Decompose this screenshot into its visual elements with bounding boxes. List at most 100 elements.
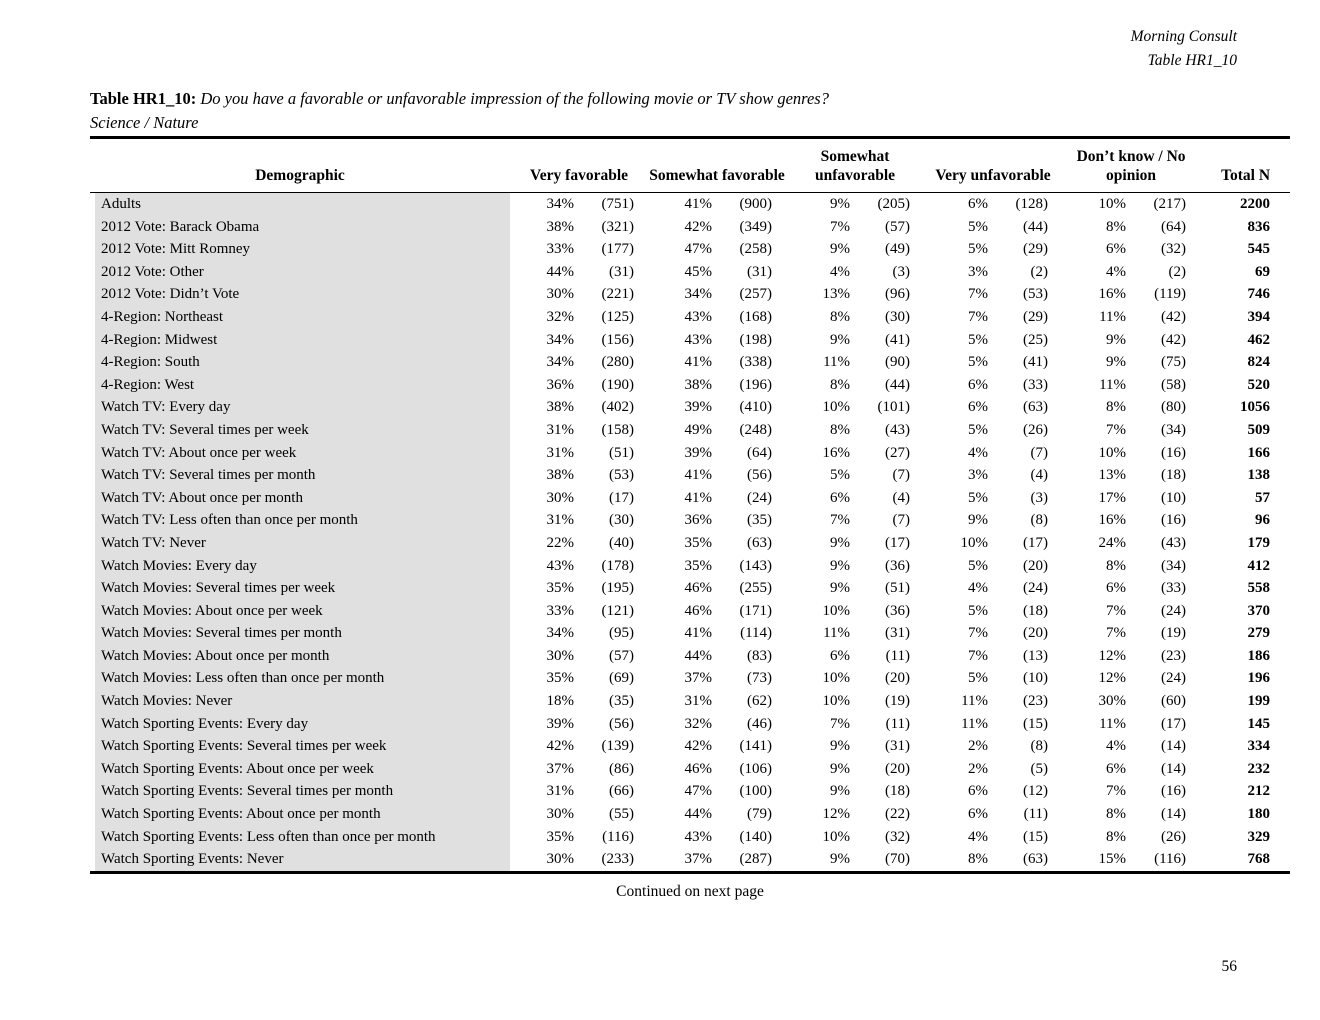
value-cell: 9% — [830, 580, 851, 597]
value-cell: (20) — [885, 670, 911, 687]
table-row: Watch Sporting Events: Every day 39% (56) 3… — [90, 712, 1290, 736]
value-cell: (24) — [747, 489, 773, 506]
table-row: Watch Sporting Events: Several times per… — [90, 735, 1290, 758]
value-cell: 8% — [1106, 557, 1127, 574]
column-header-dont-know: Don’t know / No opinion — [1076, 148, 1186, 184]
total-n-cell: 394 — [1247, 308, 1271, 325]
value-cell: (101) — [877, 399, 911, 416]
value-cell: 9% — [830, 534, 851, 551]
value-cell: (14) — [1161, 806, 1187, 823]
value-cell: 10% — [960, 534, 989, 551]
value-cell: (64) — [1161, 218, 1187, 235]
value-cell: 5% — [968, 241, 989, 258]
value-cell: (34) — [1161, 557, 1187, 574]
value-cell: (23) — [1161, 647, 1187, 664]
value-cell: 5% — [968, 670, 989, 687]
value-cell: 2% — [968, 760, 989, 777]
value-cell: 39% — [684, 399, 713, 416]
value-cell: 46% — [684, 580, 713, 597]
value-cell: 35% — [546, 828, 575, 845]
total-n-cell: 2200 — [1240, 196, 1271, 212]
table-row: Watch TV: Several times per month 38% (53)… — [90, 464, 1290, 487]
value-cell: 9% — [830, 241, 851, 258]
value-cell: (7) — [1030, 444, 1049, 461]
value-cell: 30% — [1098, 693, 1127, 710]
table-row: Watch Movies: Less often than once per m… — [90, 667, 1290, 691]
value-cell: (63) — [747, 534, 773, 551]
value-cell: 4% — [968, 580, 989, 597]
value-cell: 10% — [822, 670, 851, 687]
value-cell: 13% — [822, 286, 851, 303]
value-cell: 15% — [1098, 851, 1127, 868]
letterhead-table-id: Table HR1_10 — [1147, 52, 1237, 69]
value-cell: 47% — [684, 783, 713, 800]
value-cell: 8% — [1106, 806, 1127, 823]
crosstab-table: Demographic Very favorable Somewhat favo… — [90, 136, 1291, 874]
value-cell: (116) — [602, 828, 635, 845]
table-row: Watch Sporting Events: About once per mo… — [90, 803, 1290, 826]
value-cell: 5% — [968, 354, 989, 371]
value-cell: (24) — [1023, 580, 1049, 597]
column-header-demographic: Demographic — [255, 167, 345, 184]
demographic-cell: Watch Sporting Events: Several times per… — [90, 780, 510, 804]
value-cell: (195) — [601, 580, 635, 597]
value-cell: (56) — [747, 467, 773, 484]
value-cell: (24) — [1161, 670, 1187, 687]
value-cell: (19) — [885, 693, 911, 710]
value-cell: 9% — [830, 196, 851, 212]
value-cell: 8% — [830, 308, 851, 325]
value-cell: (8) — [1030, 512, 1049, 529]
value-cell: (280) — [601, 354, 635, 371]
total-n-cell: 57 — [1255, 489, 1271, 506]
value-cell: (62) — [747, 693, 773, 710]
value-cell: (43) — [1161, 534, 1187, 551]
total-n-cell: 179 — [1247, 534, 1271, 551]
value-cell: (116) — [1154, 851, 1187, 868]
value-cell: (119) — [1154, 286, 1187, 303]
value-cell: (338) — [739, 354, 773, 371]
letterhead: Morning Consult Table HR1_10 — [1131, 25, 1237, 73]
value-cell: 32% — [684, 715, 713, 732]
value-cell: 42% — [684, 218, 713, 235]
total-n-cell: 279 — [1247, 625, 1271, 642]
value-cell: 8% — [1106, 828, 1127, 845]
total-n-cell: 329 — [1247, 828, 1271, 845]
value-cell: 11% — [823, 625, 851, 642]
value-cell: (221) — [601, 286, 635, 303]
value-cell: (900) — [739, 196, 773, 212]
value-cell: 7% — [1106, 421, 1127, 438]
value-cell: 7% — [830, 218, 851, 235]
value-cell: 38% — [684, 376, 713, 393]
total-n-cell: 69 — [1255, 263, 1271, 280]
demographic-cell: Watch Movies: Less often than once per m… — [90, 667, 510, 691]
value-cell: 7% — [1106, 602, 1127, 619]
demographic-cell: Watch Sporting Events: Every day — [90, 712, 510, 736]
value-cell: 12% — [822, 806, 851, 823]
value-cell: 37% — [684, 670, 713, 687]
value-cell: (233) — [601, 851, 635, 868]
value-cell: (42) — [1161, 331, 1187, 348]
table-row: Watch Movies: Several times per week 35% (… — [90, 577, 1290, 600]
table-row: Watch TV: Several times per week 31% (158)… — [90, 418, 1290, 442]
value-cell: (26) — [1161, 828, 1187, 845]
total-n-cell: 836 — [1247, 218, 1271, 235]
value-cell: 30% — [546, 286, 575, 303]
value-cell: (42) — [1161, 308, 1187, 325]
value-cell: (17) — [1161, 715, 1187, 732]
value-cell: (13) — [1023, 647, 1049, 664]
column-header-somewhat-favorable: Somewhat favorable — [649, 167, 785, 184]
value-cell: 8% — [830, 376, 851, 393]
table-row: Watch Sporting Events: Never 30% (233) 37% (… — [90, 848, 1290, 873]
value-cell: (63) — [1023, 399, 1049, 416]
value-cell: 34% — [684, 286, 713, 303]
value-cell: 38% — [546, 467, 575, 484]
total-n-cell: 768 — [1247, 851, 1271, 868]
value-cell: (158) — [601, 421, 635, 438]
value-cell: (11) — [885, 715, 911, 732]
value-cell: (83) — [747, 647, 773, 664]
value-cell: (15) — [1023, 828, 1049, 845]
table-row: Watch Sporting Events: Several times per… — [90, 780, 1290, 804]
value-cell: (255) — [739, 580, 773, 597]
value-cell: (14) — [1161, 760, 1187, 777]
total-n-cell: 746 — [1247, 286, 1271, 303]
